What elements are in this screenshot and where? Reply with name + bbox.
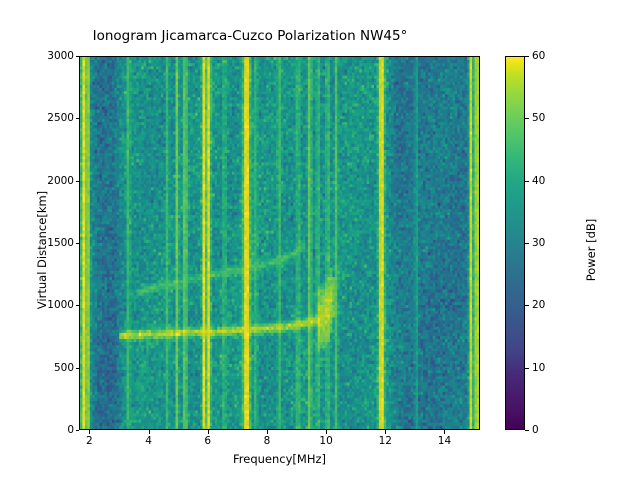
colorbar-tick-mark <box>525 180 529 182</box>
x-tick-mark <box>444 430 446 434</box>
y-tick-mark <box>75 118 79 120</box>
x-tick-label: 10 <box>319 435 333 447</box>
colorbar-tick-label: 60 <box>532 50 546 62</box>
y-tick-label: 2000 <box>47 174 74 187</box>
x-tick-label: 12 <box>378 435 392 447</box>
y-tick-label: 1000 <box>47 299 74 312</box>
colorbar-tick-mark <box>525 118 529 120</box>
x-tick-mark <box>385 430 387 434</box>
x-tick-label: 8 <box>263 435 271 447</box>
colorbar-tick-mark <box>525 430 529 431</box>
y-tick-label: 2500 <box>47 112 74 125</box>
x-tick-label: 4 <box>145 435 152 447</box>
colorbar-tick-mark <box>525 243 529 244</box>
y-tick-label: 1500 <box>47 237 74 249</box>
ionogram-heatmap <box>80 57 479 429</box>
colorbar-tick-label: 40 <box>532 174 546 187</box>
colorbar <box>505 56 525 430</box>
chart-title-line1: Ionogram Jicamarca-Cuzco Polarization NW… <box>92 28 408 44</box>
colorbar-tick-label: 0 <box>532 424 539 436</box>
x-axis-label: Frequency[MHz] <box>233 452 326 466</box>
ionogram-plot-area <box>79 56 480 430</box>
x-tick-mark <box>266 430 268 434</box>
y-tick-label: 3000 <box>47 50 74 62</box>
y-axis-label: Virtual Distance[km] <box>35 190 49 310</box>
x-tick-mark <box>89 430 91 434</box>
colorbar-tick-mark <box>525 305 529 307</box>
y-tick-label: 0 <box>67 424 74 436</box>
y-tick-label: 500 <box>53 361 74 374</box>
x-tick-label: 6 <box>204 435 212 447</box>
y-tick-mark <box>75 180 79 182</box>
colorbar-tick-label: 20 <box>532 299 546 312</box>
y-tick-mark <box>75 56 79 57</box>
colorbar-tick-mark <box>525 56 529 57</box>
y-tick-mark <box>75 367 79 369</box>
colorbar-label: Power [dB] <box>584 218 598 282</box>
colorbar-tick-label: 50 <box>532 112 546 125</box>
colorbar-tick-label: 10 <box>532 361 546 374</box>
y-tick-mark <box>75 243 79 244</box>
colorbar-tick-mark <box>525 367 529 369</box>
colorbar-tick-label: 30 <box>532 237 546 249</box>
x-tick-label: 14 <box>437 435 452 447</box>
x-tick-label: 2 <box>86 435 93 447</box>
y-tick-mark <box>75 305 79 307</box>
y-tick-mark <box>75 430 79 431</box>
x-tick-mark <box>207 430 209 434</box>
x-tick-mark <box>148 430 150 434</box>
x-tick-mark <box>326 430 328 434</box>
